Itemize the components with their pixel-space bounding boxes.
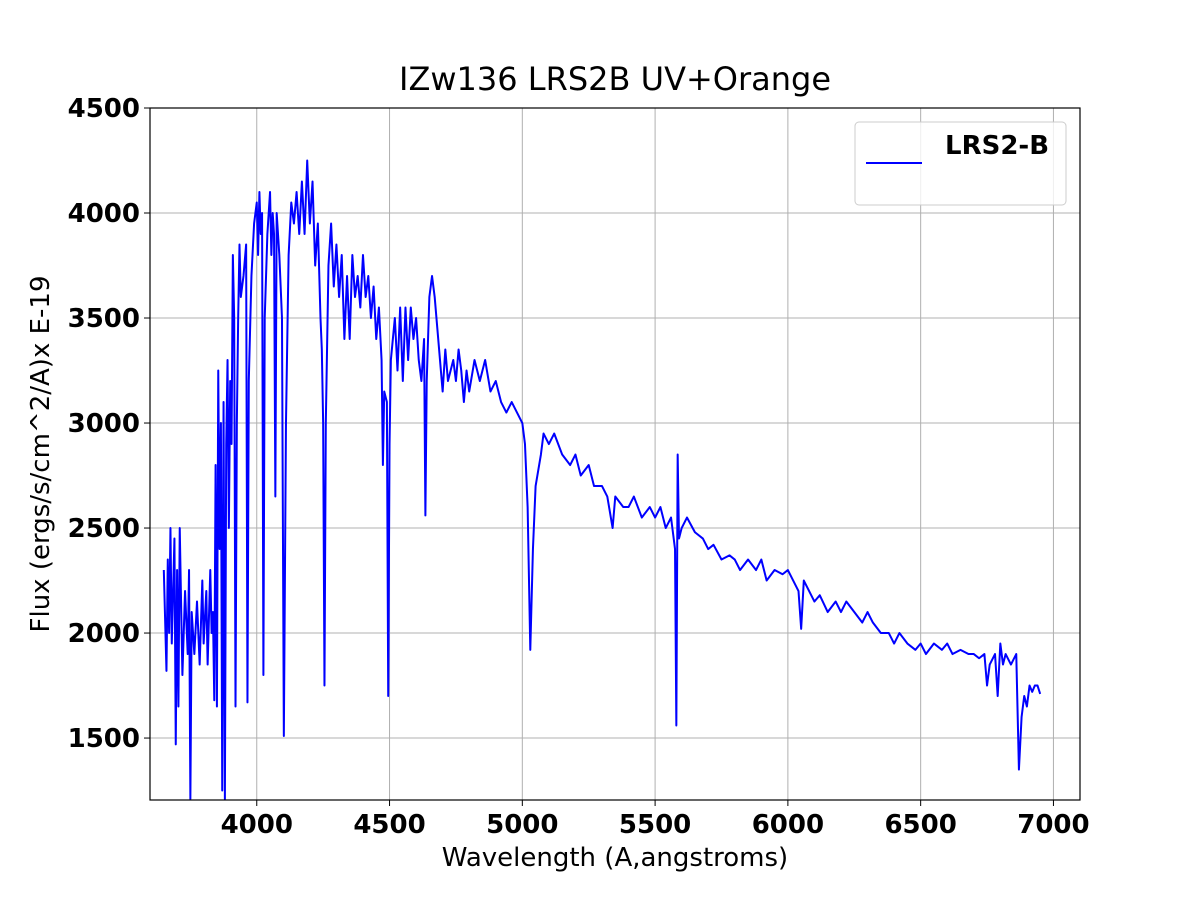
y-tick-label: 3500 xyxy=(68,304,140,334)
ticks: 4000 4500 5000 5500 6000 6500 7000 1500 2000 2500… xyxy=(68,94,1090,840)
legend-label: LRS2-B xyxy=(945,131,1049,161)
x-tick-label: 4500 xyxy=(353,810,425,840)
plot xyxy=(162,159,1042,800)
x-tick-label: 4000 xyxy=(221,810,293,840)
x-tick-label: 7000 xyxy=(1017,810,1089,840)
legend: LRS2-B xyxy=(854,121,1067,206)
y-tick-label: 2500 xyxy=(68,514,140,544)
x-tick-label: 5000 xyxy=(486,810,558,840)
spectrum-line xyxy=(162,159,1042,800)
y-tick-label: 3000 xyxy=(68,409,140,439)
y-tick-label: 4500 xyxy=(68,94,140,124)
y-tick-label: 4000 xyxy=(68,199,140,229)
y-tick-label: 2000 xyxy=(68,619,140,649)
y-axis-label: Flux (ergs/s/cm^2/A)x E-19 xyxy=(26,276,56,633)
legend-box xyxy=(854,121,1067,206)
x-tick-label: 6000 xyxy=(752,810,824,840)
axes-frame xyxy=(149,107,1081,801)
x-axis-label: Wavelength (A,angstroms) xyxy=(442,843,788,873)
chart-title: IZw136 LRS2B UV+Orange xyxy=(399,60,831,98)
x-tick-label: 6500 xyxy=(884,810,956,840)
y-tick-label: 1500 xyxy=(68,724,140,754)
x-tick-label: 5500 xyxy=(619,810,691,840)
